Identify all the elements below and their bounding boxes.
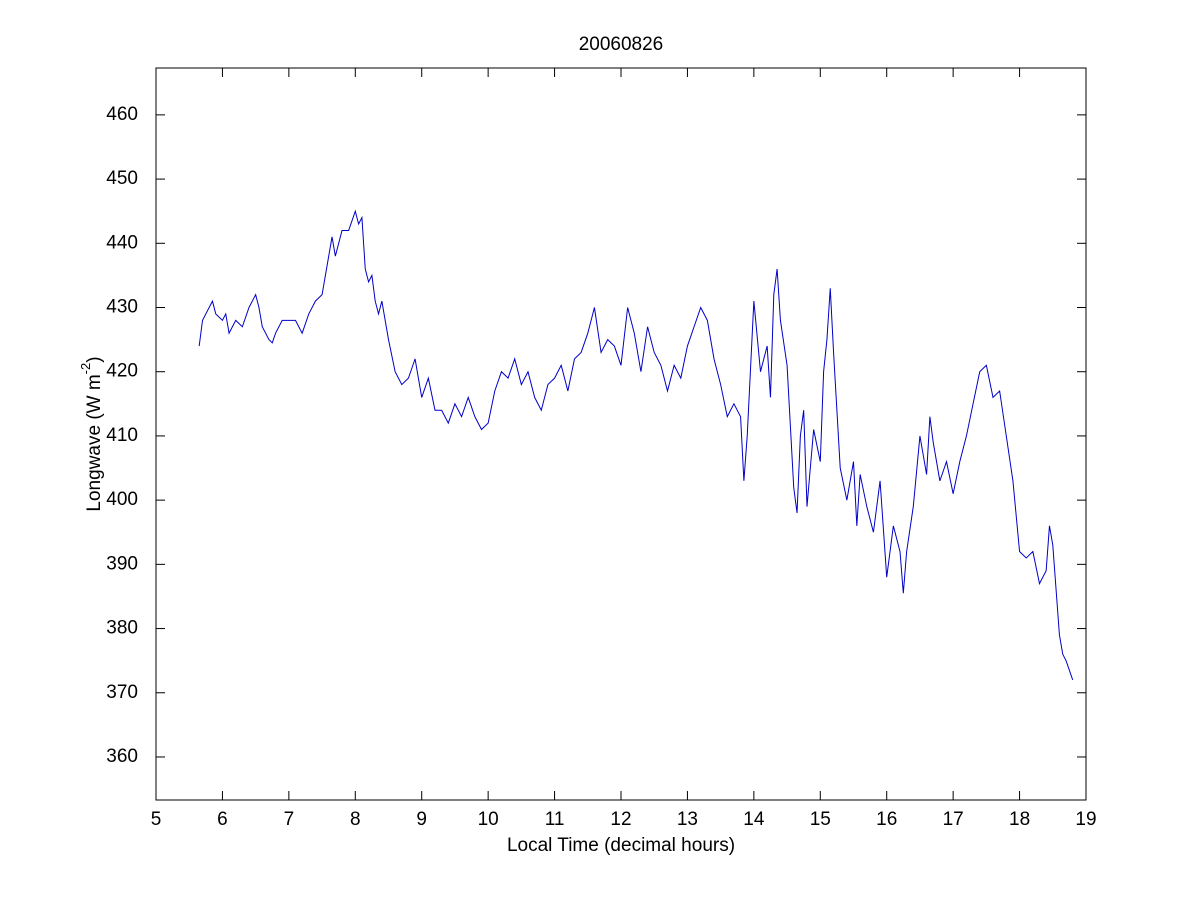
y-tick-label: 420 [106, 361, 138, 382]
x-tick-label: 15 [810, 809, 831, 830]
y-tick-label: 460 [106, 104, 138, 125]
y-tick-label: 390 [106, 553, 138, 574]
x-tick-label: 12 [610, 809, 631, 830]
y-tick-label: 450 [106, 168, 138, 189]
y-axis-label: Longwave (W m-2) [78, 356, 105, 511]
y-tick-label: 400 [106, 489, 138, 510]
x-tick-label: 9 [416, 809, 427, 830]
y-tick-label: 440 [106, 232, 138, 253]
x-tick-label: 8 [350, 809, 361, 830]
y-tick-label: 410 [106, 425, 138, 446]
y-tick-label: 370 [106, 682, 138, 703]
plot-frame [155, 67, 1087, 801]
y-tick-label: 360 [106, 746, 138, 767]
x-tick-label: 14 [743, 809, 765, 830]
data-line [198, 209, 1074, 681]
x-tick-label: 6 [217, 809, 228, 830]
y-label-text: Longwave (W m [84, 374, 105, 511]
x-tick-label: 11 [545, 809, 565, 830]
y-label-sup: -2 [78, 363, 93, 375]
x-tick-label: 17 [943, 809, 964, 830]
x-tick-label: 5 [151, 809, 162, 830]
x-tick-label: 18 [1009, 809, 1030, 830]
y-tick-label: 430 [106, 297, 138, 318]
x-tick-label: 10 [478, 809, 499, 830]
y-label-suffix: ) [84, 356, 105, 362]
chart-title: 20060826 [579, 34, 664, 55]
x-tick-label: 13 [677, 809, 698, 830]
x-axis-label: Local Time (decimal hours) [507, 835, 735, 856]
x-tick-label: 19 [1075, 809, 1096, 830]
y-tick-label: 380 [106, 618, 138, 639]
x-tick-label: 16 [876, 809, 897, 830]
x-tick-label: 7 [284, 809, 295, 830]
